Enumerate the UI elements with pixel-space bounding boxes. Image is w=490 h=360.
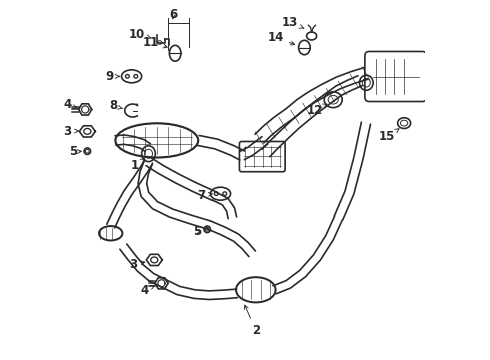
- Text: 8: 8: [109, 99, 122, 112]
- Text: 7: 7: [197, 189, 212, 202]
- Text: 4: 4: [63, 98, 77, 111]
- Text: 15: 15: [379, 129, 399, 143]
- Text: 9: 9: [105, 70, 120, 83]
- Text: 4: 4: [140, 284, 154, 297]
- Text: 6: 6: [169, 8, 177, 21]
- Text: 14: 14: [268, 31, 294, 45]
- Text: 13: 13: [282, 16, 304, 29]
- Text: 1: 1: [131, 159, 145, 172]
- Text: 2: 2: [245, 305, 260, 337]
- Text: 5: 5: [193, 225, 201, 238]
- Text: 3: 3: [129, 258, 145, 271]
- Text: 12: 12: [307, 104, 327, 117]
- Text: 11: 11: [143, 36, 167, 49]
- Text: 5: 5: [69, 145, 81, 158]
- Text: 10: 10: [129, 28, 151, 41]
- Text: 3: 3: [63, 125, 78, 138]
